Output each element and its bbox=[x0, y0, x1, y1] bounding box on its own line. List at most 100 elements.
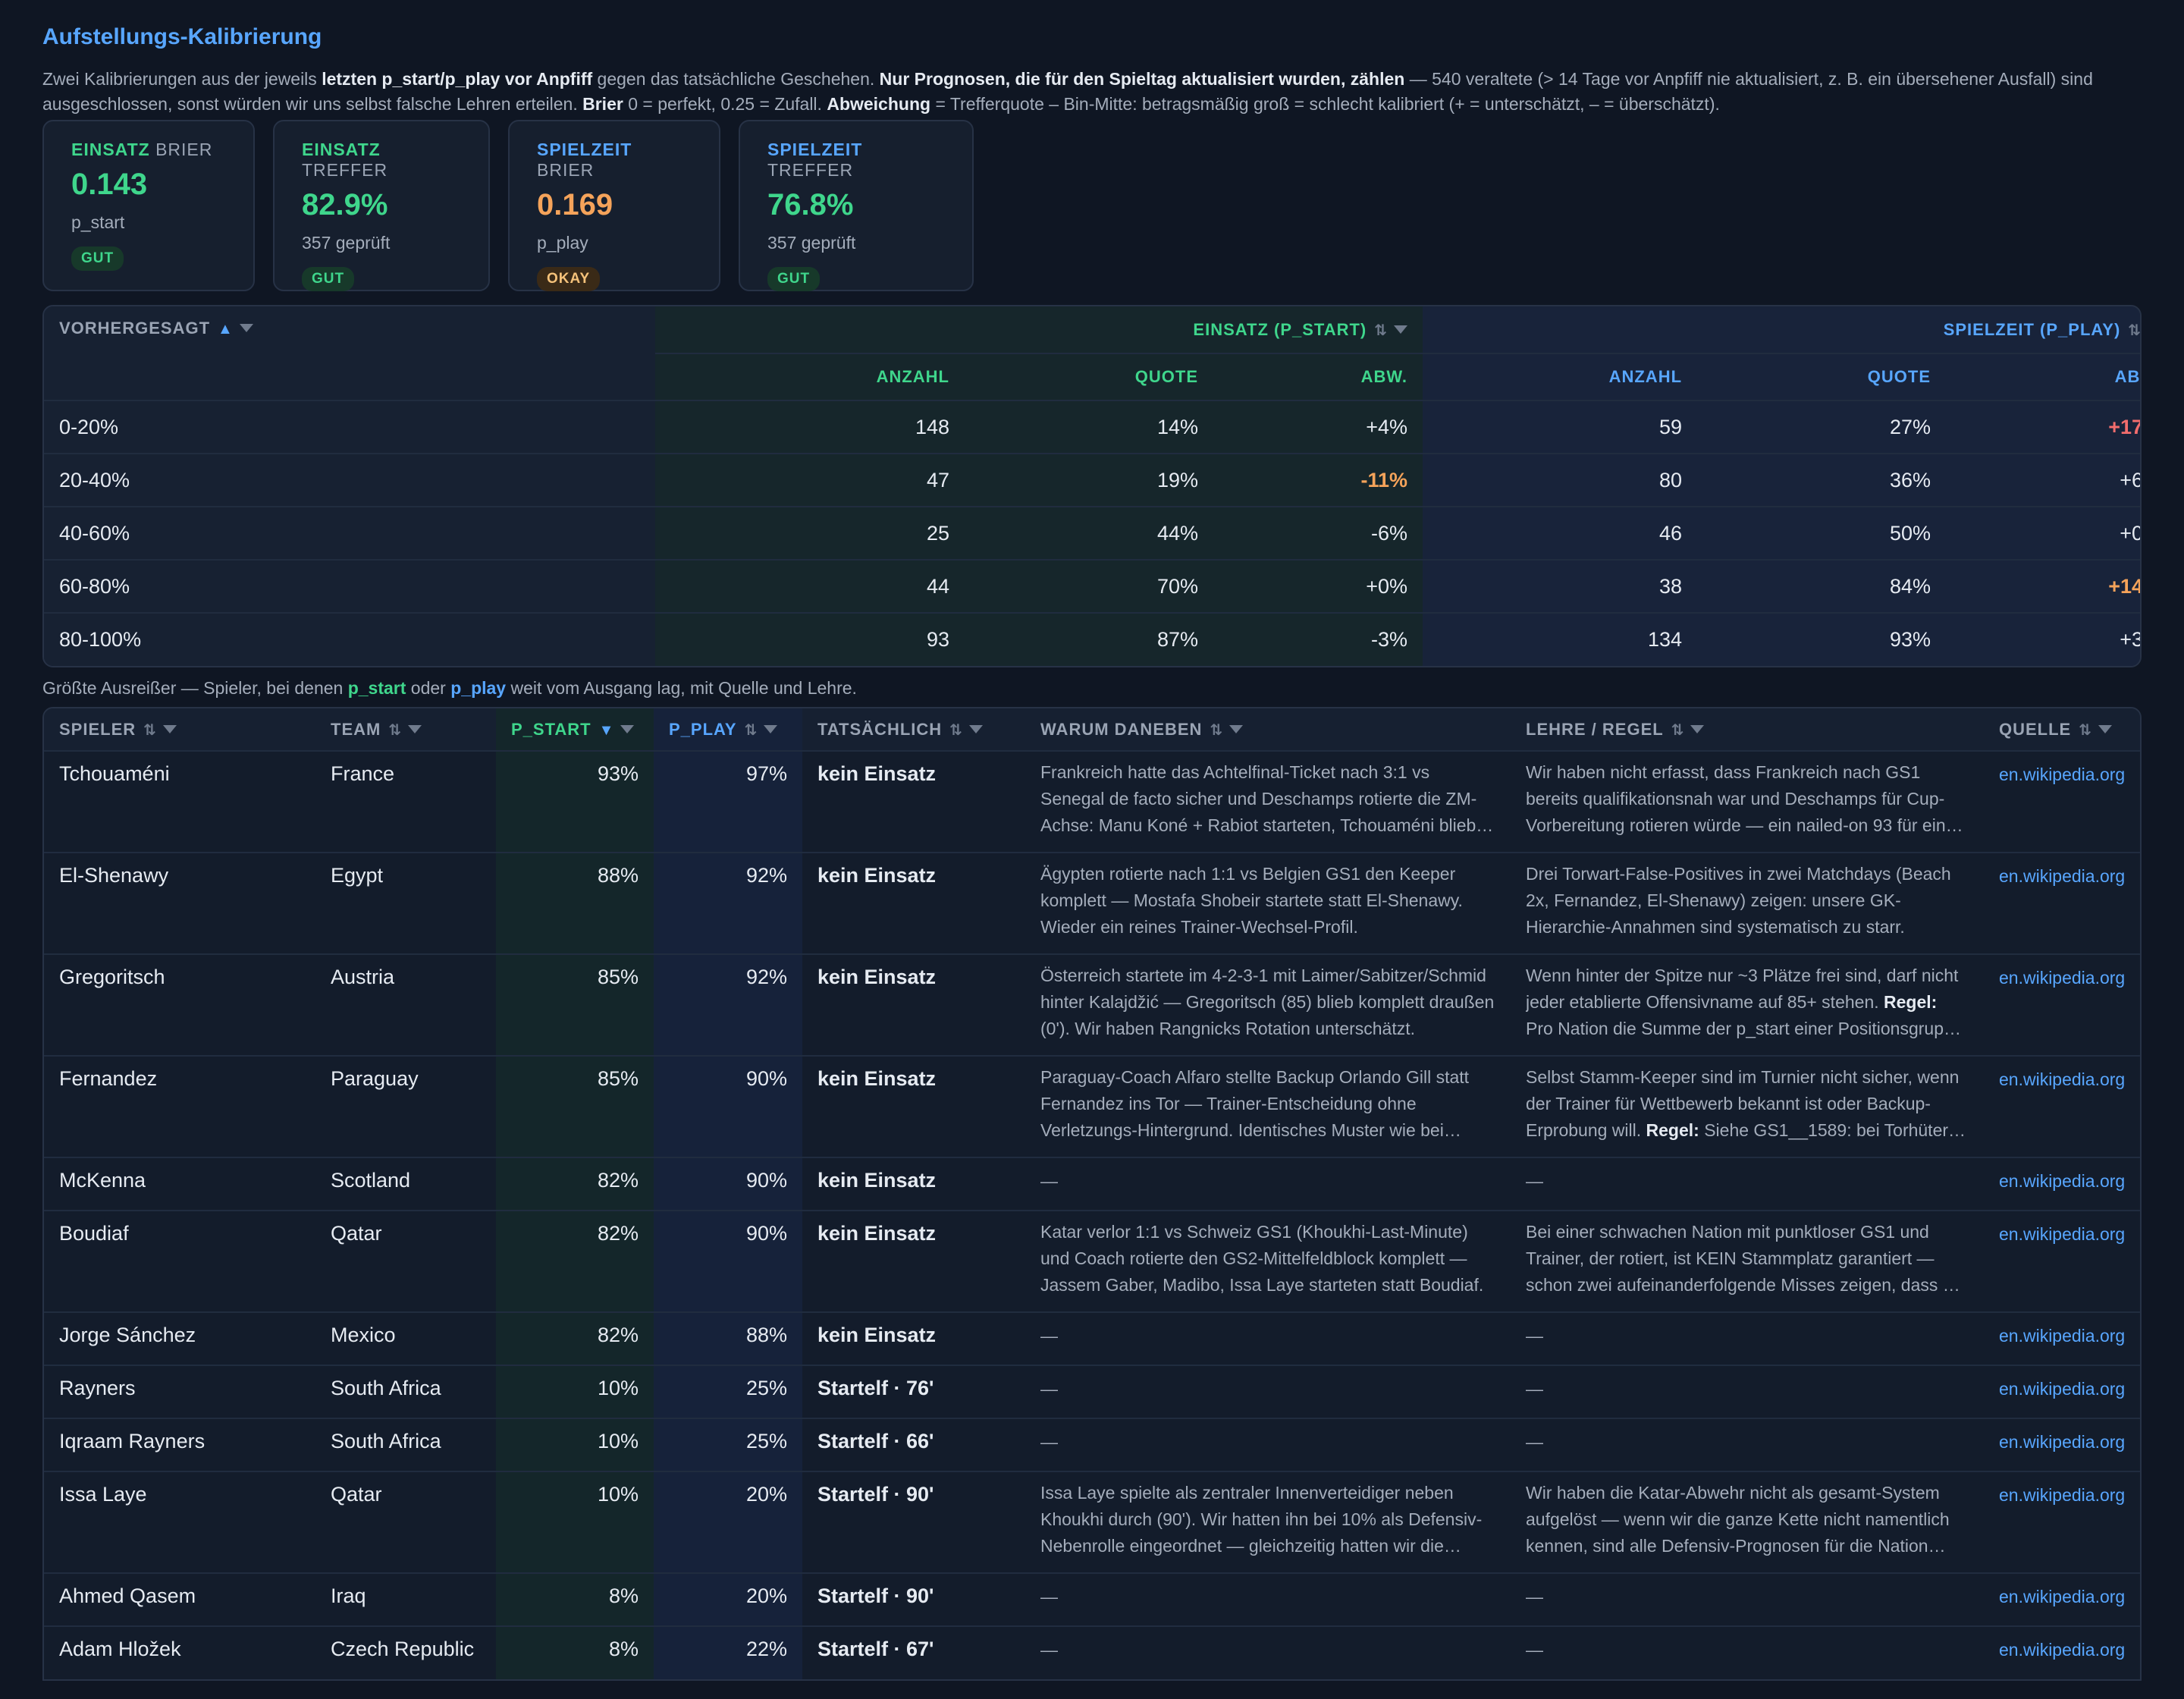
why-text: Österreich startete im 4-2-3-1 mit Laime… bbox=[1040, 966, 1495, 1038]
header-label: TATSÄCHLICH bbox=[817, 719, 943, 739]
why-cell: — bbox=[1025, 1365, 1511, 1418]
filter-funnel-icon[interactable] bbox=[2098, 724, 2112, 733]
play-dev: +3% bbox=[1946, 612, 2140, 666]
status-badge: OKAY bbox=[537, 267, 601, 291]
sort-updown-icon[interactable]: ⇅ bbox=[143, 721, 157, 739]
intro-part: 0 = perfekt, 0.25 = Zufall. bbox=[623, 94, 827, 114]
filter-funnel-icon[interactable] bbox=[162, 724, 177, 733]
actual-outcome: kein Einsatz bbox=[802, 1210, 1025, 1312]
table-row: Fernandez Paraguay 85% 90% kein Einsatz … bbox=[44, 1055, 2140, 1157]
source-cell: en.wikipedia.org bbox=[1984, 1055, 2140, 1157]
bin-label: 20-40% bbox=[44, 453, 655, 507]
sort-updown-icon[interactable]: ⇅ bbox=[388, 721, 403, 739]
header-lesson[interactable]: LEHRE / REGEL ⇅ bbox=[1511, 708, 1984, 751]
filter-funnel-icon[interactable] bbox=[239, 324, 253, 332]
play-dev: +14% bbox=[1946, 559, 2140, 613]
intro-part: Zwei Kalibrierungen aus der jeweils bbox=[42, 69, 322, 89]
note-part: oder bbox=[406, 678, 451, 698]
sort-updown-icon[interactable]: ⇅ bbox=[744, 721, 758, 739]
intro-part: — 540 veraltete (> 14 Tage vor Anpfiff n… bbox=[42, 69, 2093, 114]
why-text: — bbox=[1040, 1171, 1058, 1191]
filter-funnel-icon[interactable] bbox=[1394, 325, 1408, 334]
table-row: Iqraam Rayners South Africa 10% 25% Star… bbox=[44, 1418, 2140, 1471]
header-team[interactable]: TEAM ⇅ bbox=[315, 708, 496, 751]
player-name: Jorge Sánchez bbox=[44, 1311, 315, 1365]
card-play-hits: SPIELZEIT TREFFER 76.8% 357 geprüft GUT bbox=[739, 120, 974, 291]
lesson-cell: — bbox=[1511, 1311, 1984, 1365]
team-name: South Africa bbox=[315, 1418, 496, 1471]
why-text: — bbox=[1040, 1587, 1058, 1606]
header-player[interactable]: SPIELER ⇅ bbox=[44, 708, 315, 751]
source-link[interactable]: en.wikipedia.org bbox=[1999, 1069, 2126, 1089]
actual-outcome: Startelf · 76' bbox=[802, 1365, 1025, 1418]
filter-funnel-icon[interactable] bbox=[968, 724, 983, 733]
outliers-table: SPIELER ⇅ TEAM ⇅ P_START ▼ P_PLAY ⇅ TATSÄCHL… bbox=[42, 707, 2142, 1681]
sort-updown-icon[interactable]: ⇅ bbox=[1671, 721, 1685, 739]
lesson-text: Wir haben nicht erfasst, dass Frankreich… bbox=[1526, 762, 1966, 835]
card-value: 0.169 bbox=[537, 188, 613, 221]
team-name: France bbox=[315, 750, 496, 853]
start-count: 93 bbox=[655, 612, 965, 666]
source-link[interactable]: en.wikipedia.org bbox=[1999, 1432, 2126, 1452]
source-link[interactable]: en.wikipedia.org bbox=[1999, 1224, 2126, 1244]
p-start-value: 8% bbox=[496, 1625, 654, 1679]
source-link[interactable]: en.wikipedia.org bbox=[1999, 1379, 2126, 1399]
sort-updown-icon[interactable]: ⇅ bbox=[949, 721, 963, 739]
filter-funnel-icon[interactable] bbox=[620, 724, 635, 733]
p-play-value: 88% bbox=[654, 1311, 802, 1365]
source-cell: en.wikipedia.org bbox=[1984, 1365, 2140, 1418]
p-start-value: 93% bbox=[496, 750, 654, 853]
source-link[interactable]: en.wikipedia.org bbox=[1999, 1640, 2126, 1660]
intro-bold: Nur Prognosen, die für den Spieltag aktu… bbox=[879, 69, 1405, 89]
why-text: — bbox=[1040, 1640, 1058, 1660]
start-dev: -11% bbox=[1213, 453, 1423, 507]
source-cell: en.wikipedia.org bbox=[1984, 1157, 2140, 1211]
source-link[interactable]: en.wikipedia.org bbox=[1999, 1485, 2126, 1505]
team-name: Austria bbox=[315, 953, 496, 1056]
header-predicted[interactable]: VORHERGESAGT ▲ bbox=[44, 306, 655, 400]
source-link[interactable]: en.wikipedia.org bbox=[1999, 765, 2126, 784]
header-source[interactable]: QUELLE ⇅ bbox=[1984, 708, 2140, 751]
source-link[interactable]: en.wikipedia.org bbox=[1999, 1326, 2126, 1346]
header-p-play[interactable]: P_PLAY ⇅ bbox=[654, 708, 802, 751]
why-cell: Paraguay-Coach Alfaro stellte Backup Orl… bbox=[1025, 1055, 1511, 1157]
sort-asc-icon[interactable]: ▲ bbox=[218, 321, 234, 338]
p-play-value: 25% bbox=[654, 1365, 802, 1418]
filter-funnel-icon[interactable] bbox=[764, 724, 778, 733]
header-actual[interactable]: TATSÄCHLICH ⇅ bbox=[802, 708, 1025, 751]
sort-updown-icon[interactable]: ⇅ bbox=[2128, 322, 2142, 339]
source-link[interactable]: en.wikipedia.org bbox=[1999, 968, 2126, 988]
p-start-value: 85% bbox=[496, 1055, 654, 1157]
why-cell: Katar verlor 1:1 vs Schweiz GS1 (Khoukhi… bbox=[1025, 1210, 1511, 1312]
subheader-play-rate: QUOTE bbox=[1697, 353, 1947, 400]
card-sub: 357 geprüft bbox=[767, 233, 856, 253]
p-start-value: 10% bbox=[496, 1471, 654, 1573]
sort-updown-icon[interactable]: ⇅ bbox=[1374, 322, 1389, 339]
sort-desc-icon[interactable]: ▼ bbox=[598, 721, 615, 739]
actual-outcome: Startelf · 66' bbox=[802, 1418, 1025, 1471]
lesson-text: — bbox=[1526, 1171, 1543, 1191]
header-group-start[interactable]: EINSATZ (P_START) ⇅ bbox=[655, 306, 1423, 353]
source-cell: en.wikipedia.org bbox=[1984, 1210, 2140, 1312]
filter-funnel-icon[interactable] bbox=[1690, 724, 1705, 733]
player-name: Fernandez bbox=[44, 1055, 315, 1157]
start-rate: 14% bbox=[965, 400, 1213, 454]
card-play-brier: SPIELZEIT BRIER 0.169 p_play OKAY bbox=[508, 120, 720, 291]
header-p-start[interactable]: P_START ▼ bbox=[496, 708, 654, 751]
source-link[interactable]: en.wikipedia.org bbox=[1999, 866, 2126, 886]
team-name: Czech Republic bbox=[315, 1625, 496, 1679]
lesson-text: Wir haben die Katar-Abwehr nicht als ges… bbox=[1526, 1483, 1950, 1556]
header-why[interactable]: WARUM DANEBEN ⇅ bbox=[1025, 708, 1511, 751]
player-name: Adam Hložek bbox=[44, 1625, 315, 1679]
sort-updown-icon[interactable]: ⇅ bbox=[2079, 721, 2092, 739]
filter-funnel-icon[interactable] bbox=[408, 724, 422, 733]
lesson-part: Siehe GS1__1589: bei Torhütern Obergrenz… bbox=[1704, 1120, 1958, 1140]
filter-funnel-icon[interactable] bbox=[1229, 724, 1244, 733]
source-link[interactable]: en.wikipedia.org bbox=[1999, 1171, 2126, 1191]
sort-updown-icon[interactable]: ⇅ bbox=[1210, 721, 1224, 739]
source-link[interactable]: en.wikipedia.org bbox=[1999, 1587, 2126, 1606]
p-start-value: 10% bbox=[496, 1418, 654, 1471]
lesson-part: Pro Nation die Summe der p_start einer P… bbox=[1526, 1019, 1963, 1038]
header-group-play[interactable]: SPIELZEIT (P_PLAY) ⇅ bbox=[1423, 306, 2142, 353]
card-value: 82.9% bbox=[302, 188, 388, 221]
